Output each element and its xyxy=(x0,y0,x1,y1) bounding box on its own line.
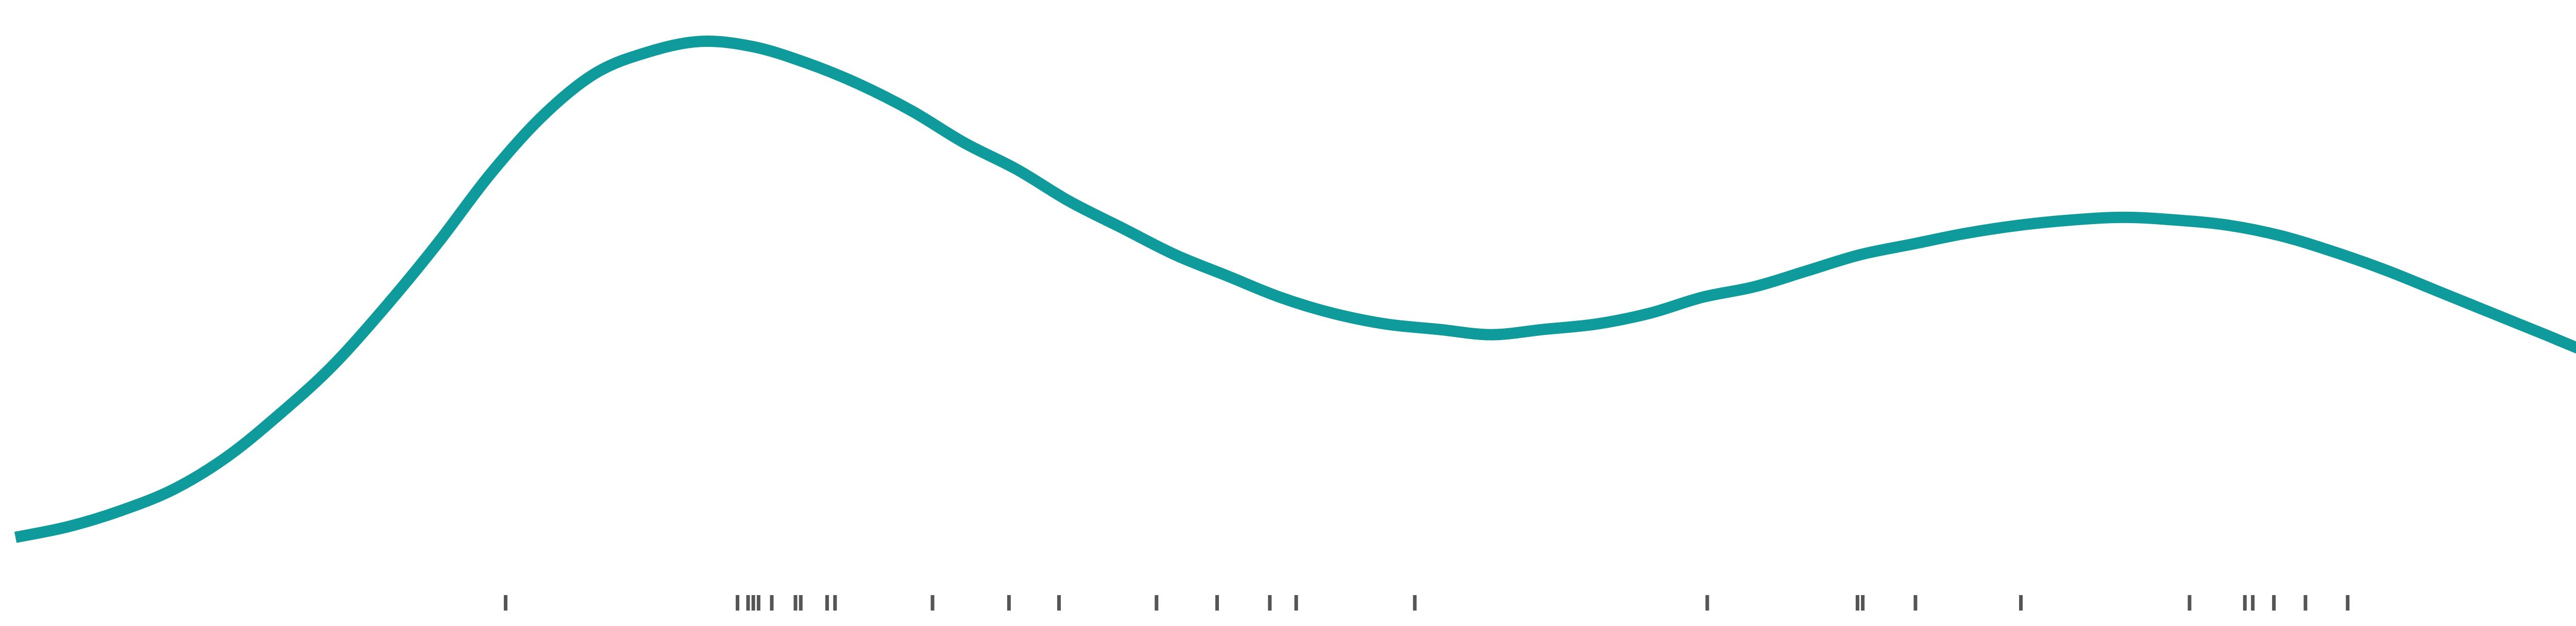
rug-layer xyxy=(503,595,2350,611)
density-curve xyxy=(14,36,2576,543)
density-curve-layer xyxy=(14,36,2576,543)
